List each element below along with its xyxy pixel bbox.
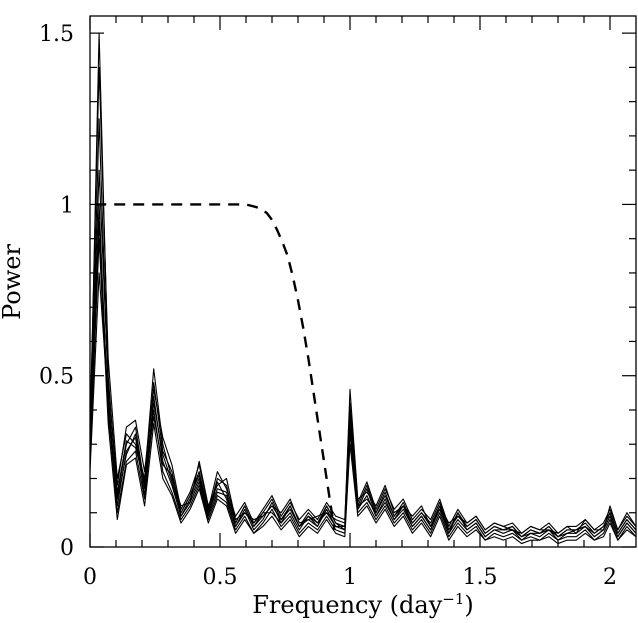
x-tick-label-1: 0.5 — [203, 565, 238, 590]
x-tick-label-3: 1.5 — [463, 565, 498, 590]
x-axis-title-suffix: ) — [464, 591, 473, 619]
x-axis-title-main: Frequency (day — [252, 591, 442, 619]
y-tick-label-0: 0 — [60, 536, 74, 561]
x-axis-title: Frequency (day−1) — [252, 590, 474, 619]
tick-labels: 0 0.5 1 1.5 2 0 0.5 1 1.5 — [39, 22, 617, 590]
y-tick-label-3: 1.5 — [39, 22, 74, 47]
series-group — [89, 32, 637, 545]
y-tick-label-2: 1 — [60, 193, 74, 218]
x-tick-label-0: 0 — [83, 565, 97, 590]
window-function-line — [95, 203, 336, 531]
x-axis-title-sup: −1 — [442, 590, 464, 608]
series-line-5 — [89, 221, 637, 541]
y-tick-label-1: 0.5 — [39, 365, 74, 390]
y-axis-title: Power — [0, 244, 26, 320]
plot-frame — [89, 15, 637, 548]
series-line-8 — [89, 238, 637, 545]
series-line-6 — [89, 272, 637, 538]
x-tick-label-2: 1 — [343, 565, 357, 590]
series-line-1 — [89, 32, 637, 538]
series-line-7 — [89, 203, 637, 538]
series-line-4 — [89, 169, 637, 534]
x-tick-label-4: 2 — [603, 565, 617, 590]
